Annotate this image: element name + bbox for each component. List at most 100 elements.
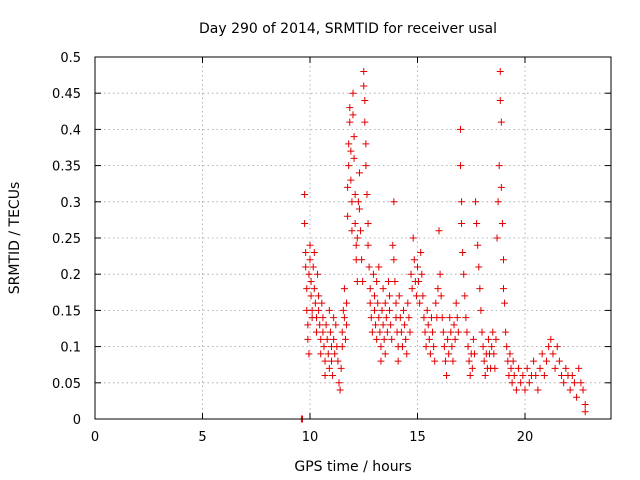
x-tick-label: 5 xyxy=(198,430,206,445)
data-point xyxy=(402,335,410,343)
data-point xyxy=(379,321,387,329)
data-point xyxy=(429,328,437,336)
data-point xyxy=(353,234,361,242)
x-tick-labels: 0 5 10 15 20 xyxy=(91,430,533,445)
data-point xyxy=(308,306,316,314)
data-point xyxy=(392,299,400,307)
data-point xyxy=(360,67,368,75)
data-point xyxy=(460,270,468,278)
data-point xyxy=(364,241,372,249)
data-point xyxy=(509,357,517,365)
data-point xyxy=(339,306,347,314)
data-point xyxy=(545,343,553,351)
data-point xyxy=(477,306,485,314)
data-point xyxy=(349,89,357,97)
data-point xyxy=(389,241,397,249)
data-point xyxy=(318,299,326,307)
y-tick-label: 0.4 xyxy=(60,123,81,138)
data-point xyxy=(497,118,505,126)
data-point xyxy=(324,350,332,358)
data-point xyxy=(386,292,394,300)
data-point xyxy=(360,82,368,90)
data-point xyxy=(508,379,516,387)
data-point xyxy=(536,364,544,372)
data-point xyxy=(500,285,507,293)
data-points xyxy=(297,67,589,423)
data-point xyxy=(450,321,458,329)
data-point xyxy=(444,335,452,343)
data-point xyxy=(568,372,576,380)
data-point xyxy=(465,357,473,365)
data-point xyxy=(310,285,318,293)
data-point xyxy=(521,386,529,394)
data-point xyxy=(452,299,460,307)
data-point xyxy=(418,270,426,278)
data-point xyxy=(523,364,531,372)
data-point xyxy=(410,256,418,264)
data-point xyxy=(312,328,320,336)
data-point xyxy=(348,198,356,206)
data-point xyxy=(364,220,372,228)
data-point xyxy=(493,234,501,242)
data-point xyxy=(361,96,369,104)
data-point xyxy=(562,364,570,372)
data-point xyxy=(351,191,359,199)
data-point xyxy=(382,314,390,322)
data-point xyxy=(558,372,566,380)
data-point xyxy=(419,292,427,300)
data-point xyxy=(406,328,414,336)
data-point xyxy=(480,357,488,365)
y-tick-label: 0.45 xyxy=(52,87,81,102)
data-point xyxy=(330,314,338,322)
data-point xyxy=(328,357,335,365)
data-point xyxy=(398,343,406,351)
data-point xyxy=(517,379,525,387)
data-point xyxy=(449,357,457,365)
data-point xyxy=(355,205,363,213)
data-point xyxy=(436,270,444,278)
data-point xyxy=(464,343,472,351)
data-point xyxy=(434,285,442,293)
data-point xyxy=(321,372,329,380)
data-point xyxy=(378,306,386,314)
data-point xyxy=(341,335,349,343)
data-point xyxy=(383,328,391,336)
data-point xyxy=(315,306,323,314)
data-point xyxy=(530,357,538,365)
data-point xyxy=(532,372,540,380)
data-point xyxy=(510,372,518,380)
data-point xyxy=(438,314,446,322)
data-point xyxy=(346,118,354,126)
data-point xyxy=(495,162,503,170)
data-point xyxy=(375,314,383,322)
y-tick-label: 0.25 xyxy=(52,232,81,247)
data-point xyxy=(403,350,411,358)
data-point xyxy=(470,350,478,358)
data-point xyxy=(404,299,412,307)
data-point xyxy=(320,343,328,351)
data-point xyxy=(543,357,550,365)
data-point xyxy=(344,183,352,191)
data-point xyxy=(579,386,587,394)
data-point xyxy=(347,147,355,155)
data-point xyxy=(330,335,338,343)
data-point xyxy=(512,386,520,394)
data-point xyxy=(560,379,568,387)
data-point xyxy=(581,401,589,409)
data-point xyxy=(306,241,314,249)
grid-lines xyxy=(95,57,611,419)
data-point xyxy=(325,364,333,372)
data-point xyxy=(363,191,371,199)
data-point xyxy=(319,314,327,322)
data-point xyxy=(359,277,367,285)
data-point xyxy=(432,299,440,307)
data-point xyxy=(386,306,394,314)
data-point xyxy=(484,335,492,343)
data-point xyxy=(336,386,344,394)
data-point xyxy=(498,220,506,228)
data-point xyxy=(457,162,464,170)
data-point xyxy=(424,321,432,329)
data-point xyxy=(347,176,355,184)
data-point xyxy=(335,379,343,387)
data-point xyxy=(417,248,425,256)
